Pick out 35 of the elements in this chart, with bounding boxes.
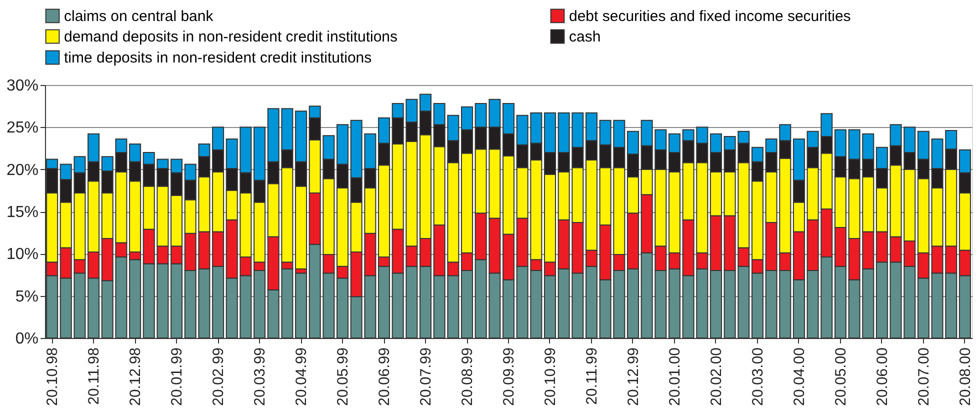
x-tick-label: 20.01.99 — [168, 348, 186, 406]
x-tick-label: 20.05.99 — [334, 348, 352, 406]
y-tick-label: 5% — [15, 288, 38, 306]
x-tick-label: 20.06.99 — [376, 348, 394, 406]
x-tick-label: 20.02.00 — [708, 348, 725, 406]
x-tick-label: 20.12.98 — [127, 348, 144, 406]
x-tick-label: 20.06.00 — [874, 348, 891, 406]
x-tick-label: 20.08.00 — [956, 348, 974, 406]
x-tick-label: 20.09.99 — [500, 348, 518, 406]
x-tick-label: 20.12.99 — [624, 348, 642, 406]
y-tick-label: 25% — [6, 120, 38, 137]
x-tick-label: 20.07.99 — [418, 348, 435, 406]
y-tick-label: 10% — [6, 246, 38, 264]
x-tick-label: 20.03.00 — [749, 348, 766, 406]
legend-label: cash — [569, 28, 601, 46]
x-tick-label: 20.11.98 — [86, 348, 103, 405]
legend-label: debt securities and fixed income securities — [569, 8, 851, 25]
legend-label: demand deposits in non-resident credit institutions — [64, 28, 398, 46]
y-tick-label: 0% — [15, 330, 38, 348]
y-tick-label: 15% — [6, 204, 38, 221]
x-tick-label: 20.10.99 — [542, 348, 559, 406]
x-tick-label: 20.07.00 — [915, 348, 932, 406]
legend-label: claims on central bank — [64, 8, 214, 25]
y-tick-label: 30% — [6, 78, 38, 94]
legend-label: time deposits in non-resident credit institutions — [64, 50, 372, 66]
x-tick-label: 20.05.00 — [832, 348, 850, 406]
y-tick-label: 20% — [6, 162, 38, 179]
x-tick-label: 20.03.99 — [252, 348, 269, 406]
x-tick-label: 20.08.99 — [459, 348, 476, 406]
x-tick-label: 20.04.00 — [790, 348, 808, 406]
x-tick-label: 20.02.99 — [210, 348, 228, 406]
x-tick-label: 20.04.99 — [293, 348, 310, 406]
x-tick-label: 20.10.98 — [44, 348, 62, 406]
x-tick-label: 20.11.99 — [583, 348, 600, 405]
x-tick-label: 20.01.00 — [666, 348, 684, 406]
